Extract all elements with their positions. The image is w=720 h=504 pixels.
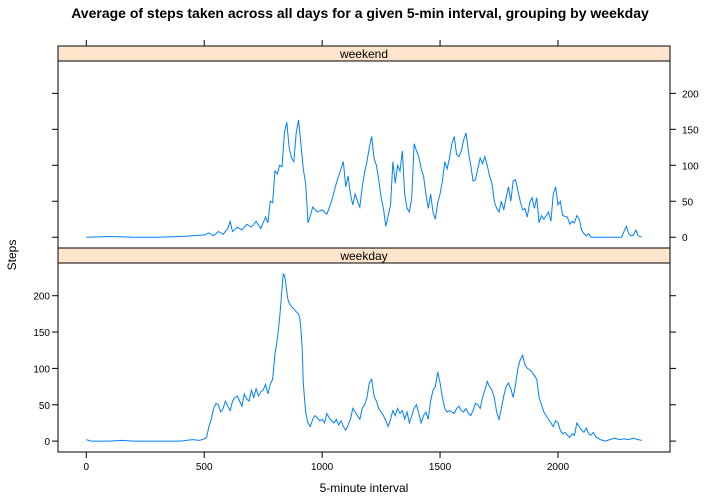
x-tick-label: 1500 (429, 462, 452, 473)
y-tick-label: 150 (33, 328, 50, 339)
x-axis-label: 5-minute interval (320, 481, 409, 495)
y-tick-label: 0 (44, 437, 50, 448)
y-tick-label: 150 (682, 125, 699, 136)
x-tick-label: 2000 (547, 462, 570, 473)
y-tick-label: 50 (682, 197, 694, 208)
y-tick-label: 50 (39, 401, 51, 412)
y-tick-label: 100 (682, 161, 699, 172)
series-line-weekday (86, 272, 642, 442)
y-tick-label: 100 (33, 364, 50, 375)
x-tick-label: 0 (84, 462, 90, 473)
y-tick-label: 200 (33, 292, 50, 303)
chart-title: Average of steps taken across all days f… (71, 5, 649, 21)
panel-frame-weekend (57, 60, 671, 249)
x-tick-label: 1000 (311, 462, 334, 473)
series-line-weekend (86, 119, 642, 238)
panel-frame-weekday (57, 262, 671, 453)
y-tick-label: 0 (682, 233, 688, 244)
y-tick-label: 200 (682, 89, 699, 100)
strip-label-weekday: weekday (339, 249, 387, 263)
y-axis-label: Steps (5, 240, 19, 271)
x-tick-label: 500 (196, 462, 213, 473)
strip-label-weekend: weekend (339, 47, 388, 61)
